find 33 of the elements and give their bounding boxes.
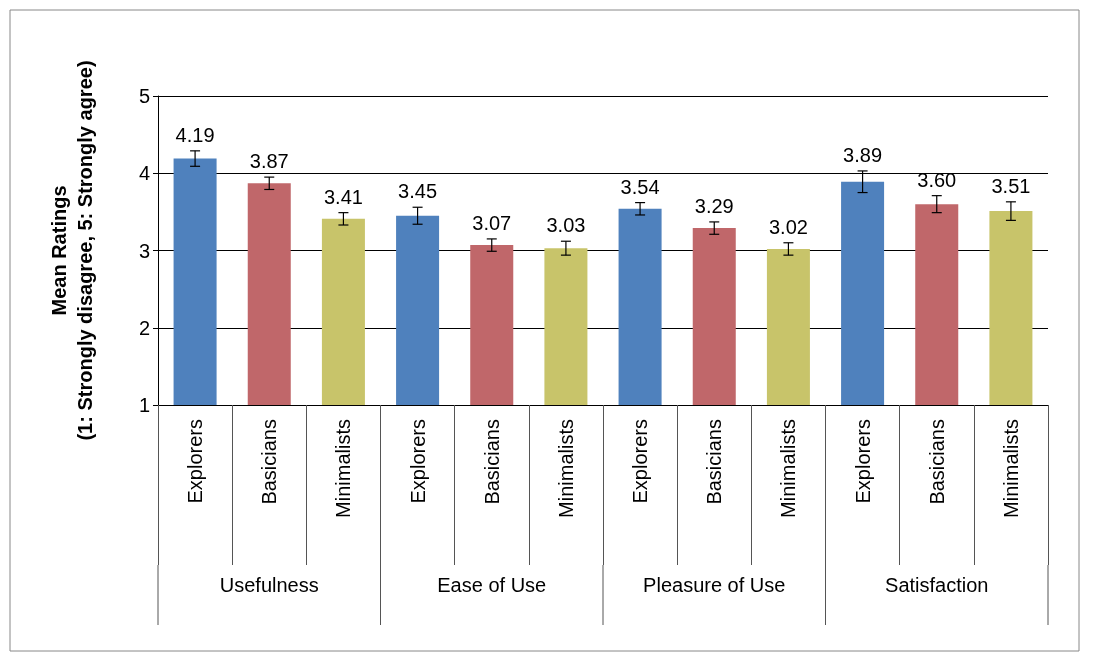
y-tick-label: 4 <box>138 162 150 185</box>
y-tick-label: 1 <box>138 394 150 416</box>
x-tick-label: Minimalists <box>332 419 355 518</box>
data-label: 3.54 <box>620 175 660 198</box>
x-tick-label: Explorers <box>406 419 429 504</box>
x-tick-label: Explorers <box>184 419 207 504</box>
text: Ease of Use <box>437 574 547 596</box>
y-axis-title: Mean Ratings (1: Strongly disagree, 5: Strongly agree) <box>48 60 96 441</box>
data-label: 3.07 <box>472 211 512 234</box>
x-tick-label: Minimalists <box>999 419 1022 518</box>
data-label: 3.41 <box>323 185 363 208</box>
y-tick-label: 2 <box>138 316 150 339</box>
x-tick-label: Explorers <box>851 419 874 504</box>
x-tick-label: Explorers <box>629 419 652 504</box>
x-tick-label: Basicians <box>925 419 948 505</box>
x-tick-label: Basicians <box>480 419 503 505</box>
y-tick-label: 5 <box>138 85 150 107</box>
y-tick-label: 3 <box>138 239 150 262</box>
data-label: 3.45 <box>398 180 438 203</box>
x-tick-label: Minimalists <box>554 419 577 518</box>
data-label: 3.51 <box>991 174 1031 197</box>
data-label: 3.29 <box>694 194 734 217</box>
data-label: 3.03 <box>546 214 586 237</box>
data-label: 3.89 <box>843 143 883 166</box>
text: Usefulness <box>219 574 319 596</box>
text: Satisfaction <box>885 574 989 596</box>
data-label: 3.87 <box>249 150 289 173</box>
x-tick-label: Basicians <box>703 419 726 505</box>
data-label: 4.19 <box>175 123 215 146</box>
data-label: 3.02 <box>768 215 808 238</box>
text: Pleasure of Use <box>643 574 786 596</box>
x-tick-label: Basicians <box>258 419 281 505</box>
x-tick-label: Minimalists <box>777 419 800 518</box>
